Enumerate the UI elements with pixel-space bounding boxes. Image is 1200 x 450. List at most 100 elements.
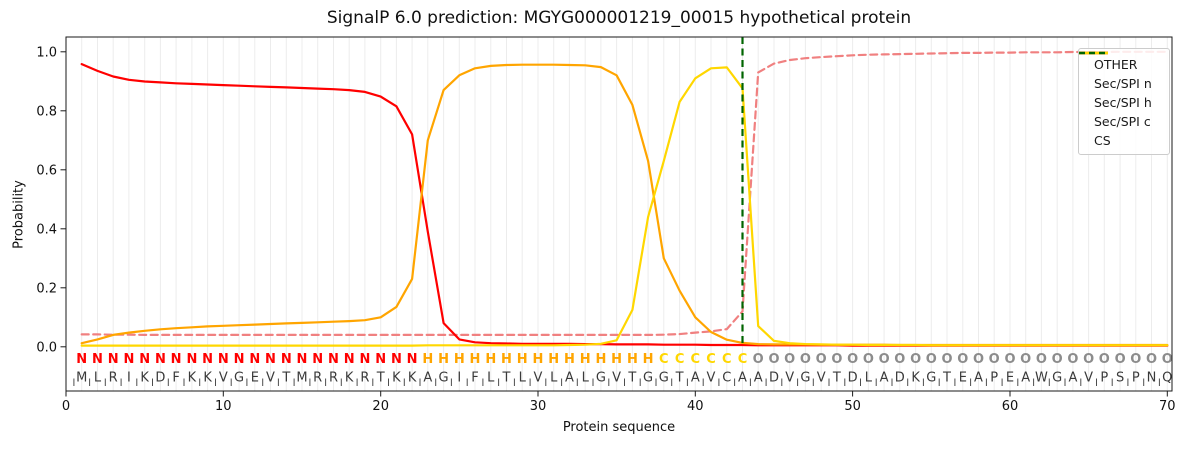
sequence-letter: I <box>127 371 131 386</box>
sequence-letter: S <box>1116 371 1124 386</box>
sequence-letter: T <box>281 371 290 386</box>
region-label: O <box>1020 352 1031 367</box>
region-label: H <box>611 352 622 367</box>
sequence-letter: R <box>360 371 369 386</box>
series-sec-spi-h <box>80 63 1169 347</box>
sequence-letter: F <box>471 371 478 386</box>
region-label: N <box>391 352 402 367</box>
region-label: N <box>123 352 134 367</box>
region-label: O <box>1099 352 1110 367</box>
sequence-letter: T <box>376 371 385 386</box>
sequence-letter: A <box>1068 371 1077 386</box>
region-label: C <box>691 352 701 367</box>
sequence-letter: A <box>754 371 763 386</box>
sequence-letter: T <box>502 371 511 386</box>
region-label: N <box>281 352 292 367</box>
sequence-letter: P <box>990 371 998 386</box>
region-label: O <box>1115 352 1126 367</box>
sequence-letter: L <box>94 371 102 386</box>
x-tick-label: 20 <box>372 399 389 414</box>
region-label: O <box>831 352 842 367</box>
region-label: O <box>863 352 874 367</box>
region-label: O <box>894 352 905 367</box>
region-label: H <box>595 352 606 367</box>
legend-label: Sec/SPI n <box>1094 76 1152 91</box>
region-label: N <box>407 352 418 367</box>
series-sec-spi-c <box>80 66 1169 347</box>
sequence-letter: D <box>848 371 858 386</box>
sequence-letter: V <box>534 371 543 386</box>
x-tick-label: 70 <box>1159 399 1176 414</box>
sequence-letter: L <box>550 371 558 386</box>
region-label: N <box>155 352 166 367</box>
sequence-letter: G <box>643 371 653 386</box>
sequence-letter: D <box>155 371 165 386</box>
sequence-letter: C <box>722 371 731 386</box>
region-label: N <box>108 352 119 367</box>
x-tick-label: 0 <box>62 399 70 414</box>
x-tick-label: 10 <box>215 399 232 414</box>
sequence-letter: R <box>313 371 322 386</box>
region-label: H <box>501 352 512 367</box>
sequence-letter: N <box>1147 371 1157 386</box>
sequence-letter: V <box>785 371 794 386</box>
sequence-letter: G <box>234 371 244 386</box>
sequence-letter: T <box>832 371 841 386</box>
region-label: N <box>76 352 87 367</box>
series-sec-spi-n <box>80 62 1169 347</box>
region-label: O <box>753 352 764 367</box>
region-label: N <box>328 352 339 367</box>
region-label: C <box>675 352 685 367</box>
sequence-letter: A <box>974 371 983 386</box>
region-label: O <box>800 352 811 367</box>
region-label: C <box>706 352 716 367</box>
region-label: N <box>139 352 150 367</box>
sequence-letter: K <box>188 371 197 386</box>
sequence-letter: A <box>738 371 747 386</box>
region-label: O <box>816 352 827 367</box>
legend-item-cs: CS <box>1079 51 1169 150</box>
legend-item-sec-spi-n: Sec/SPI n <box>1079 51 1169 93</box>
x-axis-label: Protein sequence <box>562 420 676 435</box>
region-label: H <box>517 352 528 367</box>
sequence-letter: A <box>691 371 700 386</box>
sequence-letter: K <box>392 371 401 386</box>
region-label: N <box>375 352 386 367</box>
sequence-letter: A <box>423 371 432 386</box>
sequence-letter: A <box>565 371 574 386</box>
plot-border <box>65 36 1173 392</box>
sequence-letter: D <box>769 371 779 386</box>
sequence-letter: T <box>627 371 636 386</box>
region-label: H <box>470 352 481 367</box>
sequence-letter: E <box>959 371 967 386</box>
y-tick-label: 0.2 <box>36 281 57 296</box>
sequence-letter: W <box>1035 371 1048 386</box>
sequence-letter: L <box>487 371 495 386</box>
region-label: H <box>485 352 496 367</box>
sequence-letter: V <box>266 371 275 386</box>
region-label: H <box>643 352 654 367</box>
sequence-letter: M <box>296 371 307 386</box>
sequence-letter: L <box>582 371 590 386</box>
y-tick-label: 1.0 <box>36 45 57 60</box>
sequence-letter: V <box>817 371 826 386</box>
region-label: O <box>784 352 795 367</box>
legend: OTHER Sec/SPI n Sec/SPI h Sec/SPI c CS <box>1078 48 1170 155</box>
sequence-letter: K <box>140 371 149 386</box>
chart-title: SignalP 6.0 prediction: MGYG000001219_00… <box>326 8 912 28</box>
sequence-letter: V <box>707 371 716 386</box>
region-label: O <box>1130 352 1141 367</box>
series-other <box>80 50 1169 336</box>
sequence-letter: G <box>596 371 606 386</box>
region-label: H <box>580 352 591 367</box>
region-label: H <box>533 352 544 367</box>
sequence-letter: P <box>1132 371 1140 386</box>
sequence-letter: D <box>895 371 905 386</box>
y-tick-label: 0.6 <box>36 163 57 178</box>
y-axis-label: Probability <box>11 180 27 249</box>
region-label: N <box>249 352 260 367</box>
region-label: O <box>847 352 858 367</box>
region-label: O <box>1083 352 1094 367</box>
region-label: H <box>564 352 575 367</box>
